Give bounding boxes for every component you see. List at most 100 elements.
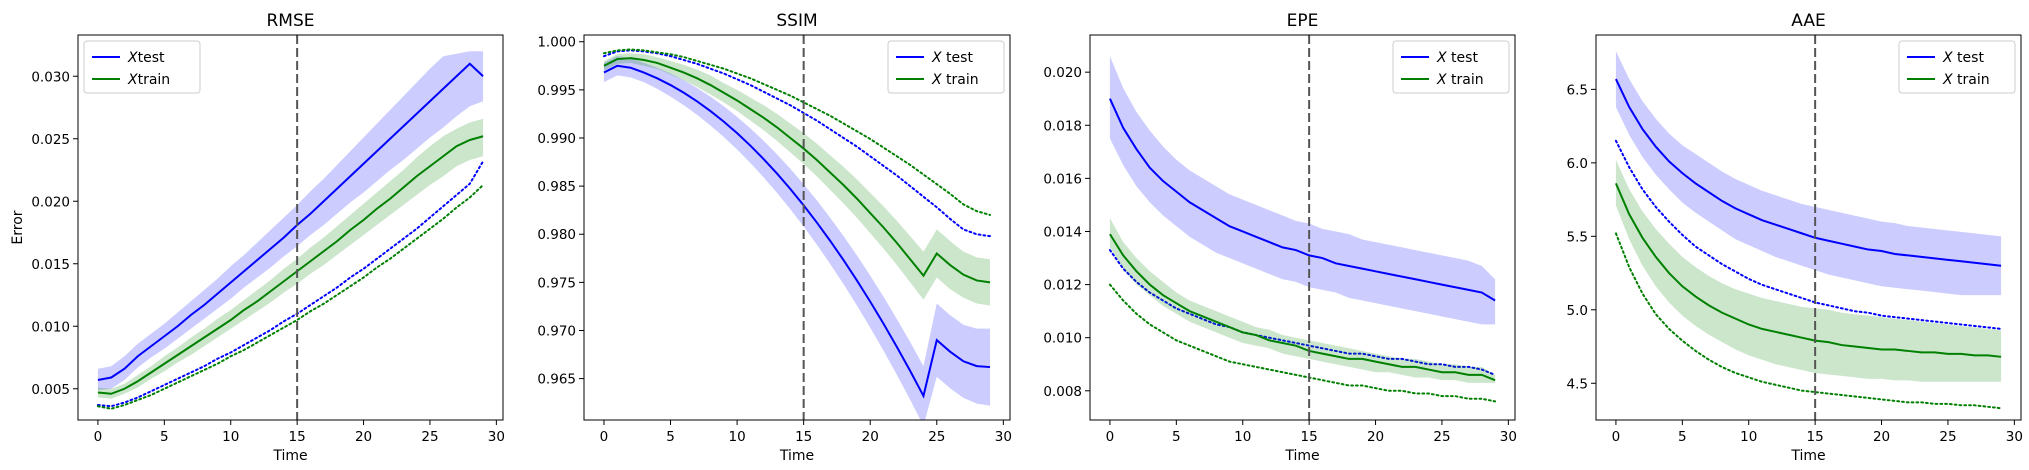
- confidence-band-test: [603, 56, 991, 420]
- panel-epe: 0 5 10 15 20 25 30 0.008 0.010 0.012 0.014 0.016 0.0…: [1043, 11, 1517, 464]
- legend-label-test: X test: [1942, 50, 1984, 66]
- plot-area: [1108, 56, 1497, 403]
- confidence-band-test: [97, 51, 484, 390]
- panel-ssim: 0 5 10 15 20 25 30 0.965 0.970 0.975 0.980 0.985 0.9…: [537, 11, 1012, 464]
- x-tick-label: 0: [600, 429, 609, 445]
- legend-label-test: X test: [931, 50, 973, 66]
- baseline-line-test: [96, 160, 485, 408]
- y-tick-label: 0.970: [537, 323, 576, 339]
- x-tick-label: 15: [795, 429, 812, 445]
- y-tick-label: 0.995: [537, 83, 576, 99]
- y-tick-label: 0.012: [1043, 278, 1082, 294]
- confidence-band-train: [1615, 159, 2002, 382]
- baseline-line-train: [1614, 232, 2003, 410]
- y-tick-label: 0.965: [537, 372, 576, 388]
- x-tick-label: 25: [421, 429, 438, 445]
- y-tick-label: 1.000: [537, 35, 576, 51]
- legend: X test X train: [1392, 40, 1510, 94]
- y-tick-label: 6.5: [1567, 82, 1588, 98]
- panel-aae: 0 5 10 15 20 25 30 4.5 5.0 5.5 6.0 6.5 AAE Time X test…: [1567, 11, 2023, 464]
- x-tick-label: 30: [995, 429, 1012, 445]
- x-tick-label: 25: [1939, 429, 1956, 445]
- mean-line-train: [1615, 183, 2002, 358]
- confidence-band-train: [97, 118, 484, 399]
- confidence-band-test: [1615, 51, 2002, 296]
- confidence-band-train: [1109, 218, 1496, 383]
- x-tick-label: 20: [862, 429, 879, 445]
- legend: X test X train: [1898, 40, 2016, 94]
- legend-label-test: X test: [1436, 50, 1478, 66]
- mean-line-train: [97, 135, 484, 395]
- x-axis-label: Time: [1790, 448, 1825, 464]
- x-tick-label: 20: [355, 429, 372, 445]
- chart-title: AAE: [1791, 11, 1825, 31]
- y-tick-label: 0.980: [537, 227, 576, 243]
- y-tick-label: 0.018: [1043, 118, 1082, 134]
- y-tick-label: 0.030: [31, 69, 70, 85]
- y-tick-label: 0.020: [31, 194, 70, 210]
- legend-label-train: X train: [931, 72, 979, 88]
- x-axis-label: Time: [272, 448, 307, 464]
- y-tick-label: 5.5: [1567, 229, 1588, 245]
- x-tick-label: 30: [2006, 429, 2023, 445]
- x-tick-label: 15: [1301, 429, 1318, 445]
- x-tick-label: 0: [1612, 429, 1621, 445]
- plot-area: [96, 51, 485, 410]
- x-tick-label: 5: [160, 429, 169, 445]
- x-axis-label: Time: [1284, 448, 1319, 464]
- axes-frame: [1595, 34, 2022, 421]
- x-tick-label: 5: [1172, 429, 1181, 445]
- x-tick-label: 25: [1433, 429, 1450, 445]
- y-tick-label: 0.975: [537, 275, 576, 291]
- mean-line-test: [97, 62, 484, 381]
- y-tick-label: 0.010: [31, 319, 70, 335]
- legend-label-train: X train: [1436, 72, 1484, 88]
- chart-title: RMSE: [266, 11, 314, 31]
- x-tick-label: 10: [1234, 429, 1251, 445]
- mean-line-train: [603, 57, 991, 284]
- y-tick-label: 0.015: [31, 257, 70, 273]
- y-tick-label: 0.016: [1043, 171, 1082, 187]
- y-axis-label: Error: [10, 210, 26, 244]
- mean-line-train: [1109, 233, 1496, 382]
- baseline-line-test: [1614, 139, 2003, 330]
- y-tick-label: 0.025: [31, 132, 70, 148]
- y-tick-label: 0.005: [31, 382, 70, 398]
- legend-label-test: Xtest: [127, 50, 165, 66]
- y-tick-label: 6.0: [1567, 156, 1588, 172]
- x-tick-label: 30: [1500, 429, 1517, 445]
- x-tick-label: 10: [222, 429, 239, 445]
- x-tick-label: 20: [1367, 429, 1384, 445]
- x-tick-label: 10: [729, 429, 746, 445]
- y-tick-label: 0.990: [537, 131, 576, 147]
- y-tick-label: 0.010: [1043, 331, 1082, 347]
- baseline-line-train: [602, 48, 992, 216]
- legend-label-train: X train: [1942, 72, 1990, 88]
- axes-frame: [583, 34, 1011, 421]
- axes-frame: [1089, 34, 1516, 421]
- y-tick-label: 0.985: [537, 179, 576, 195]
- x-tick-label: 0: [94, 429, 103, 445]
- axes-frame: [77, 34, 504, 421]
- x-tick-label: 15: [289, 429, 306, 445]
- x-tick-label: 30: [488, 429, 505, 445]
- legend-label-train: Xtrain: [127, 72, 170, 88]
- chart-title: SSIM: [776, 11, 817, 31]
- y-tick-label: 0.020: [1043, 65, 1082, 81]
- y-tick-label: 0.014: [1043, 224, 1082, 240]
- mean-line-test: [1109, 98, 1496, 302]
- baseline-line-train: [96, 184, 485, 410]
- y-tick-label: 0.008: [1043, 384, 1082, 400]
- confidence-band-test: [1109, 56, 1496, 325]
- x-axis-label: Time: [779, 448, 814, 464]
- mean-line-test: [603, 64, 991, 399]
- y-tick-label: 5.0: [1567, 303, 1588, 319]
- chart-title: EPE: [1287, 11, 1319, 31]
- plot-area: [1614, 51, 2003, 410]
- legend: X test X train: [887, 40, 1005, 94]
- y-tick-label: 4.5: [1567, 376, 1588, 392]
- x-tick-label: 5: [1678, 429, 1687, 445]
- x-tick-label: 0: [1106, 429, 1115, 445]
- x-tick-label: 25: [928, 429, 945, 445]
